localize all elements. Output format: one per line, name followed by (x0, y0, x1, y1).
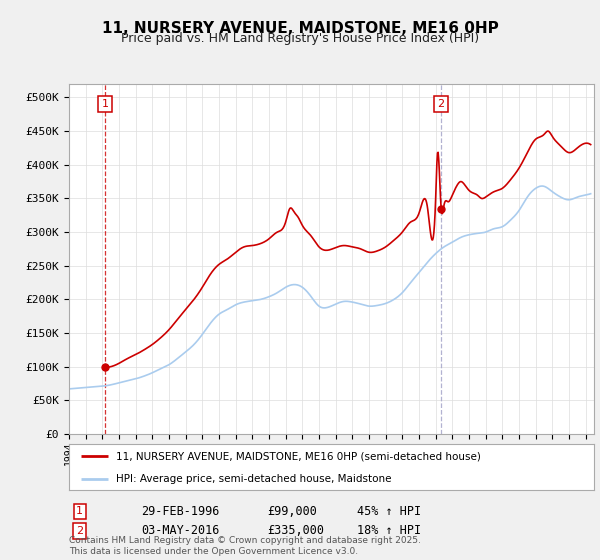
Text: 03-MAY-2016: 03-MAY-2016 (141, 524, 220, 538)
Text: Price paid vs. HM Land Registry's House Price Index (HPI): Price paid vs. HM Land Registry's House … (121, 32, 479, 45)
Text: 18% ↑ HPI: 18% ↑ HPI (357, 524, 421, 538)
Text: £335,000: £335,000 (267, 524, 324, 538)
Text: 1: 1 (76, 506, 83, 516)
Text: 11, NURSERY AVENUE, MAIDSTONE, ME16 0HP (semi-detached house): 11, NURSERY AVENUE, MAIDSTONE, ME16 0HP … (116, 451, 481, 461)
Text: 11, NURSERY AVENUE, MAIDSTONE, ME16 0HP: 11, NURSERY AVENUE, MAIDSTONE, ME16 0HP (101, 21, 499, 36)
Text: 1: 1 (101, 99, 109, 109)
Text: 2: 2 (437, 99, 445, 109)
Text: HPI: Average price, semi-detached house, Maidstone: HPI: Average price, semi-detached house,… (116, 474, 392, 483)
Text: 45% ↑ HPI: 45% ↑ HPI (357, 505, 421, 518)
Text: 2: 2 (76, 526, 83, 536)
Text: 29-FEB-1996: 29-FEB-1996 (141, 505, 220, 518)
Text: Contains HM Land Registry data © Crown copyright and database right 2025.
This d: Contains HM Land Registry data © Crown c… (69, 536, 421, 556)
Text: £99,000: £99,000 (267, 505, 317, 518)
